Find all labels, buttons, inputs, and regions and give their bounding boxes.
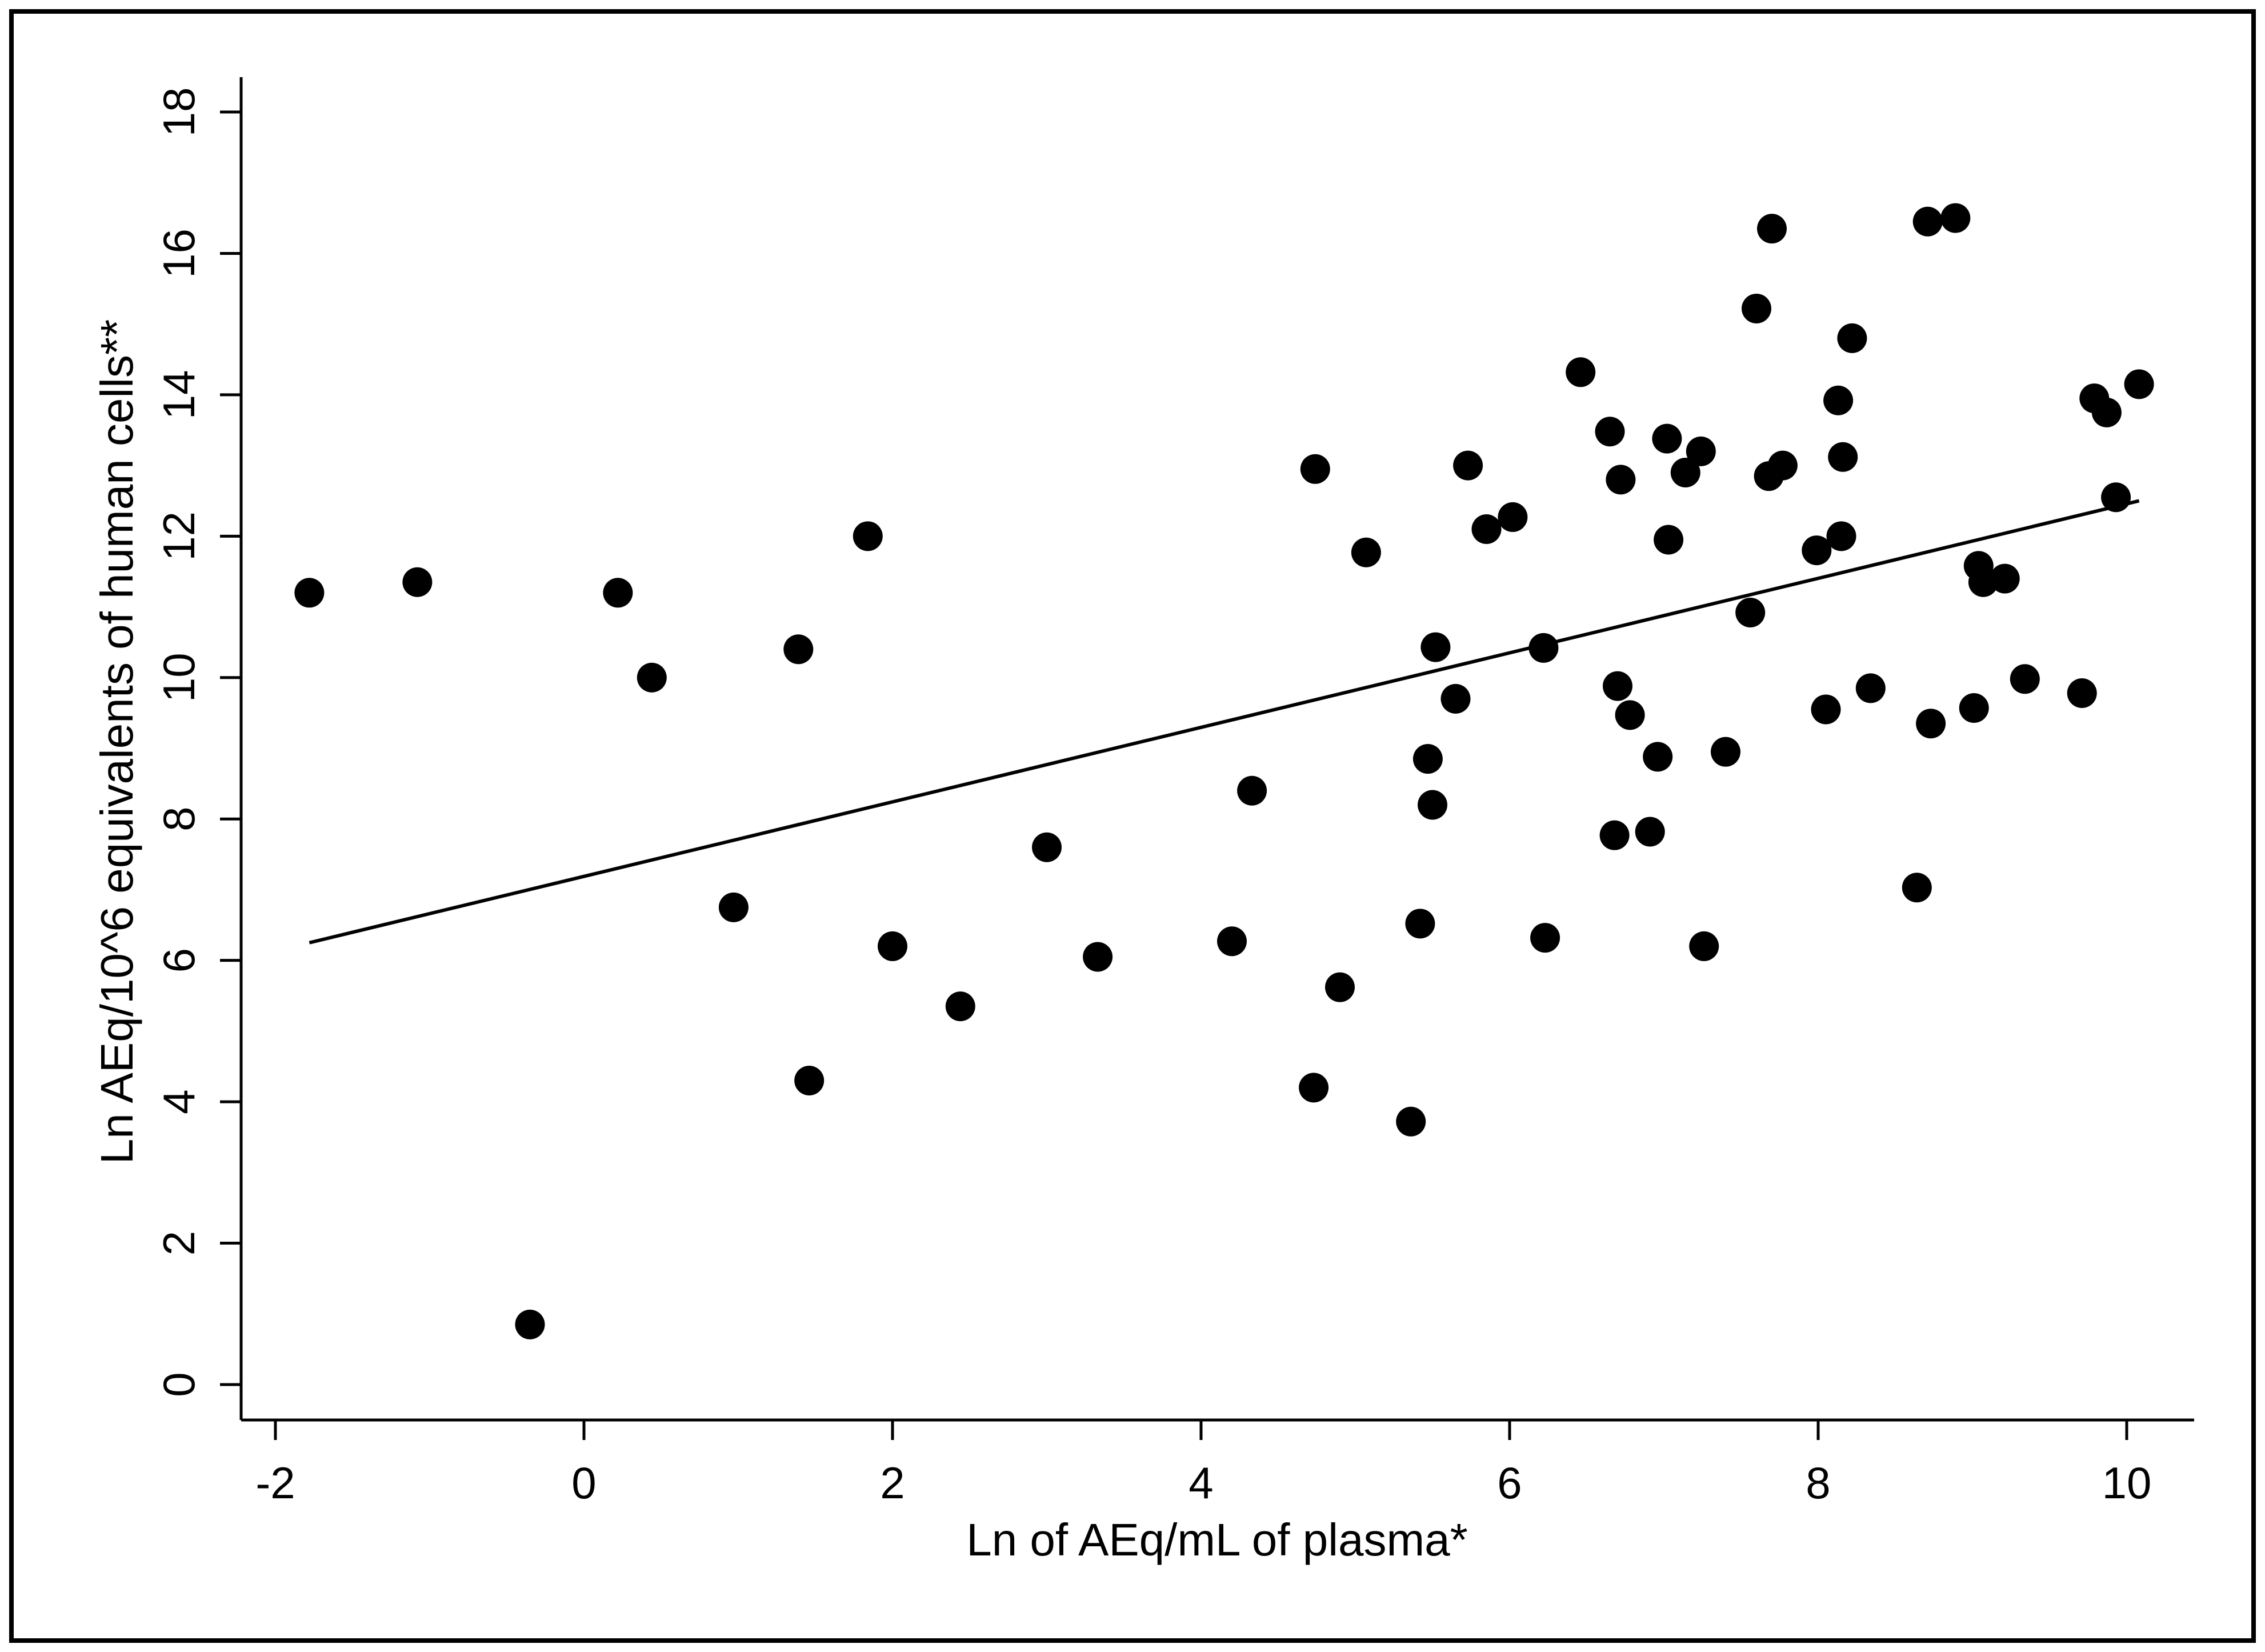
data-point (1711, 737, 1740, 767)
x-tick-label: 6 (1497, 1458, 1522, 1508)
data-point (1742, 293, 1771, 323)
y-tick-label: 6 (154, 948, 204, 973)
x-tick-label: 0 (571, 1458, 596, 1508)
data-point (2124, 369, 2154, 399)
data-point (1528, 633, 1559, 663)
data-point (1686, 436, 1716, 466)
y-axis-title: Ln AEq/10^6 equivalents of human cells** (91, 319, 142, 1165)
x-axis-ticks: -2 0 2 4 6 8 10 (255, 1420, 2151, 1508)
y-tick-label: 10 (154, 653, 204, 702)
data-point (2091, 397, 2122, 427)
data-point (1635, 817, 1665, 847)
data-point (2010, 664, 2040, 694)
y-tick-label: 12 (154, 511, 204, 561)
data-point (1990, 563, 2020, 594)
data-point (515, 1309, 545, 1339)
data-point (1643, 742, 1673, 772)
data-point (1603, 671, 1632, 701)
regression-line (309, 499, 2140, 945)
x-tick-label: 10 (2102, 1458, 2152, 1508)
data-point (1811, 694, 1841, 725)
data-point (1654, 525, 1684, 555)
data-point (1828, 442, 1858, 472)
data-point (1652, 423, 1682, 454)
data-point (1595, 417, 1625, 447)
data-point (878, 931, 907, 961)
data-point (1237, 775, 1267, 806)
data-point (1217, 926, 1247, 957)
data-point (1615, 700, 1645, 730)
data-point (1083, 942, 1113, 972)
data-point (1300, 454, 1330, 484)
data-point (1566, 357, 1596, 387)
x-tick-label: 2 (880, 1458, 905, 1508)
y-tick-label: 0 (154, 1372, 204, 1397)
data-point (1498, 502, 1528, 532)
data-point (1405, 909, 1435, 939)
data-point (1689, 931, 1719, 961)
y-tick-label: 8 (154, 807, 204, 831)
data-point (402, 567, 433, 597)
data-point (945, 991, 975, 1022)
data-point (1902, 873, 1932, 903)
y-axis-ticks: 0 2 4 6 8 10 12 14 16 18 (154, 87, 241, 1397)
data-point (1299, 1073, 1329, 1103)
data-point (718, 892, 749, 922)
data-point (1471, 514, 1502, 544)
data-point (1325, 972, 1355, 1002)
data-point (1599, 820, 1630, 850)
x-tick-label: -2 (255, 1458, 295, 1508)
data-point (1959, 693, 1989, 723)
data-point (1606, 465, 1636, 495)
data-point (603, 578, 633, 608)
x-tick-label: 8 (1806, 1458, 1830, 1508)
data-point (783, 634, 814, 665)
data-point (1767, 450, 1798, 481)
scatter-points (294, 203, 2154, 1339)
data-point (1735, 597, 1766, 627)
data-point (1530, 923, 1560, 953)
data-point (1440, 683, 1471, 714)
data-point (2101, 482, 2131, 513)
data-point (1940, 203, 1971, 233)
data-point (794, 1065, 825, 1095)
data-point (1351, 537, 1381, 567)
data-point (1826, 521, 1856, 551)
x-axis-title: Ln of AEq/mL of plasma* (966, 1514, 1468, 1565)
data-point (2067, 678, 2097, 708)
y-tick-label: 16 (154, 229, 204, 278)
data-point (1412, 744, 1443, 774)
data-point (1757, 214, 1787, 244)
data-point (1823, 385, 1854, 415)
data-point (1453, 450, 1483, 481)
data-point (1912, 206, 1943, 237)
x-tick-label: 4 (1188, 1458, 1213, 1508)
data-point (1032, 832, 1062, 862)
y-tick-label: 2 (154, 1231, 204, 1255)
data-point (1837, 323, 1867, 353)
y-tick-label: 14 (154, 370, 204, 420)
data-point (1802, 535, 1832, 566)
data-point (637, 662, 667, 693)
data-point (1670, 457, 1700, 487)
y-tick-label: 4 (154, 1089, 204, 1114)
data-point (294, 578, 325, 608)
y-tick-label: 18 (154, 87, 204, 137)
data-point (1418, 790, 1447, 820)
figure-frame (9, 9, 2256, 1643)
data-point (1855, 673, 1886, 703)
data-point (1420, 632, 1451, 662)
data-point (1916, 709, 1946, 739)
data-point (1396, 1106, 1426, 1137)
data-point (853, 521, 883, 551)
